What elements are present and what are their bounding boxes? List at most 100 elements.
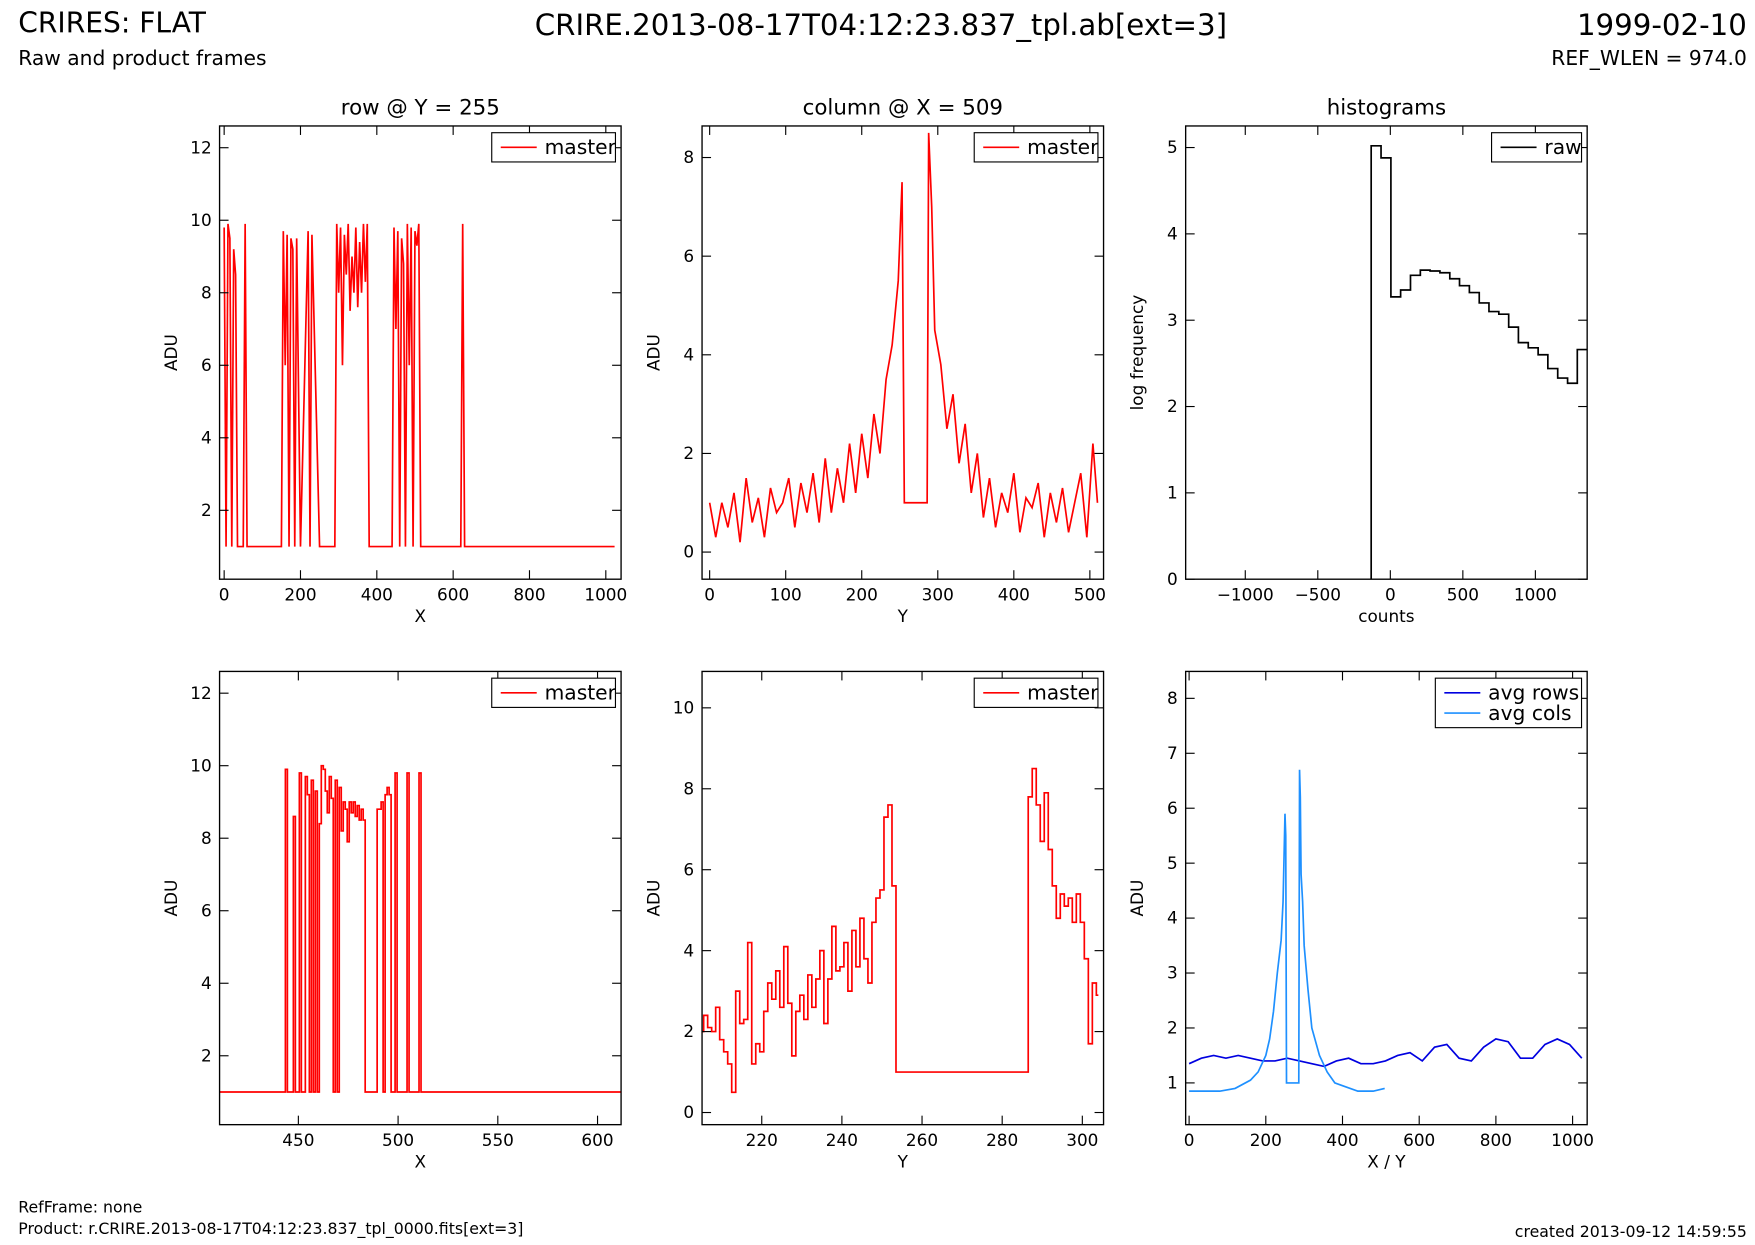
series-line [702,767,1099,1094]
x-tick-label: 400 [361,585,393,605]
y-tick-label: 2 [201,1045,212,1065]
file-name: CRIRE.2013-08-17T04:12:23.837_tpl.ab[ext… [535,8,1227,42]
legend-label: master [545,681,617,705]
y-tick-label: 6 [201,355,212,375]
y-tick-label: 10 [190,210,211,230]
x-tick-label: 300 [922,585,954,605]
y-tick-label: 1 [1167,1073,1178,1093]
x-tick-label: 600 [581,1130,613,1150]
x-tick-label: 450 [282,1130,314,1150]
date: 1999-02-10 [1577,8,1747,42]
y-tick-label: 10 [190,755,211,775]
y-tick-label: 0 [1167,569,1178,589]
x-axis-label: Y [897,606,909,626]
x-tick-label: 100 [770,585,802,605]
y-axis-label: ADU [161,880,181,917]
y-tick-label: 1 [1167,482,1178,502]
panel-title: histograms [1327,96,1446,121]
x-tick-label: 800 [513,585,545,605]
y-tick-label: 6 [683,859,694,879]
legend-label: raw [1544,135,1581,159]
y-tick-label: 8 [201,282,212,302]
y-tick-label: 4 [683,940,694,960]
x-axis-label: Y [897,1151,909,1171]
y-tick-label: 10 [673,697,694,717]
panel-title: row @ Y = 255 [341,96,500,121]
y-tick-label: 4 [201,427,212,447]
x-tick-label: 600 [1403,1130,1435,1150]
x-tick-label: 400 [1326,1130,1358,1150]
plot-area [1370,144,1588,580]
y-tick-label: 8 [1167,688,1178,708]
y-tick-label: 4 [683,344,694,364]
y-axis-label: log frequency [1127,295,1147,411]
y-tick-label: 4 [1167,908,1178,928]
plot-area [223,223,615,548]
series-line [1188,1038,1583,1068]
panel: 0 200 400 600 800 1000 2 4 6 8 10 12 row @ Y = 255 X A… [161,96,627,626]
y-tick-label: 7 [1167,743,1178,763]
x-tick-label: 300 [1066,1130,1098,1150]
y-tick-label: 0 [683,542,694,562]
legend-box [1434,677,1583,729]
panel: 0 100 200 300 400 500 0 2 4 6 8 column @ X = 509 Y AD… [643,96,1106,626]
axes-frame [218,670,622,1126]
page-title: CRIRES: FLAT [18,7,207,40]
legend-label: avg rows [1488,681,1579,705]
y-tick-label: 8 [683,778,694,798]
x-tick-label: 200 [284,585,316,605]
axes-frame [701,670,1105,1126]
plot-area [708,132,1099,543]
x-tick-label: −1000 [1217,585,1274,605]
x-tick-label: 200 [1250,1130,1282,1150]
axes-frame [701,125,1105,580]
y-axis-label: ADU [161,334,181,371]
x-tick-label: 600 [437,585,469,605]
y-axis-label: ADU [643,880,663,917]
x-tick-label: 0 [704,585,715,605]
y-tick-label: 6 [683,246,694,266]
y-tick-label: 2 [1167,1018,1178,1038]
x-tick-label: 200 [846,585,878,605]
x-tick-label: 1000 [584,585,627,605]
y-tick-label: 6 [201,900,212,920]
y-tick-label: 4 [201,973,212,993]
plot-area [219,764,622,1093]
series-line [223,223,615,548]
y-tick-label: 5 [1167,853,1178,873]
legend-label: master [1027,681,1099,705]
x-tick-label: 1000 [1551,1130,1594,1150]
x-axis-label: counts [1358,606,1414,626]
x-tick-label: 0 [1184,1130,1195,1150]
y-tick-label: 3 [1167,310,1178,330]
y-tick-label: 0 [683,1102,694,1122]
legend-label: avg cols [1488,701,1571,725]
panel: 450 500 550 600 2 4 6 8 10 12 X ADU master [161,670,622,1171]
y-tick-label: 6 [1167,798,1178,818]
x-tick-label: 500 [1074,585,1106,605]
y-tick-label: 5 [1167,137,1178,157]
axes-frame [1184,125,1588,580]
x-tick-label: −500 [1295,585,1341,605]
panel: 0 200 400 600 800 1000 1 2 3 4 5 6 7 8 X / Y ADU avg row… [1127,670,1594,1171]
x-axis-label: X [415,606,427,626]
x-tick-label: 800 [1480,1130,1512,1150]
x-tick-label: 400 [998,585,1030,605]
y-tick-label: 8 [201,828,212,848]
x-tick-label: 280 [986,1130,1018,1150]
ref-frame: RefFrame: none [18,1197,142,1216]
legend-label: master [1027,135,1099,159]
x-tick-label: 500 [1447,585,1479,605]
histogram-step [1370,144,1588,580]
x-tick-label: 220 [746,1130,778,1150]
y-tick-label: 3 [1167,963,1178,983]
y-tick-label: 2 [683,443,694,463]
plot-area [1188,769,1583,1092]
x-axis-label: X / Y [1367,1151,1406,1171]
panel: −1000 −500 0 500 1000 0 1 2 3 4 5 histograms counts l… [1127,96,1588,626]
y-tick-label: 8 [683,147,694,167]
x-tick-label: 550 [482,1130,514,1150]
